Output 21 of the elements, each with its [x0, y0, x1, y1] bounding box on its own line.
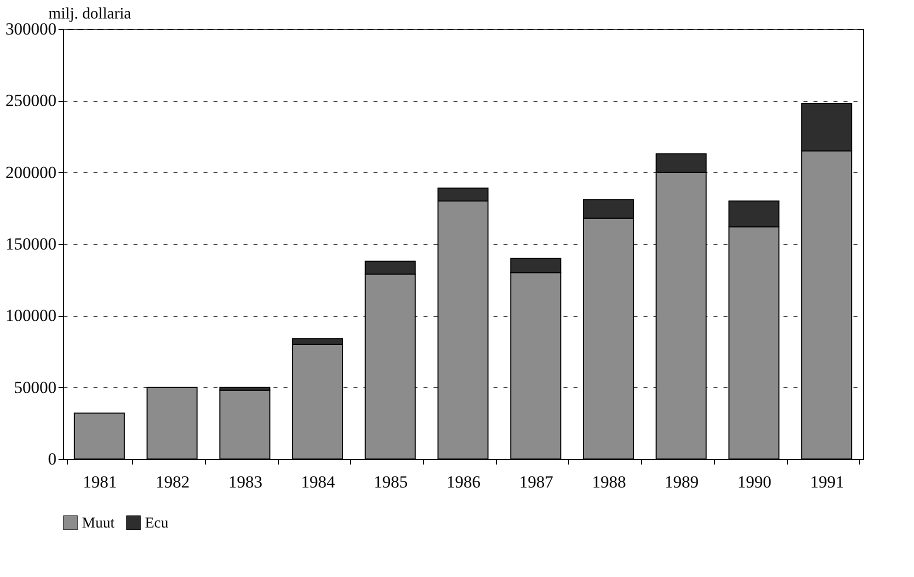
y-tick-label: 150000 [6, 234, 56, 254]
x-tick-label: 1991 [810, 472, 844, 492]
x-tick-label: 1983 [228, 472, 262, 492]
x-tick-label: 1981 [82, 472, 117, 492]
y-tick-label: 100000 [6, 306, 56, 326]
x-tick-label: 1989 [664, 472, 699, 492]
y-tick-label: 300000 [6, 20, 56, 38]
x-tick-label: 1988 [592, 472, 626, 492]
y-tick-label: 250000 [6, 91, 56, 110]
x-tick-label: 1990 [737, 472, 772, 492]
y-axis-title: milj. dollaria [48, 6, 132, 22]
y-tick-label: 50000 [14, 378, 56, 397]
legend-label: Muut [82, 516, 116, 532]
x-tick-label: 1984 [301, 472, 336, 492]
x-tick-label: 1986 [446, 472, 480, 492]
x-tick-label: 1987 [519, 472, 554, 492]
x-tick-label: 1982 [156, 472, 190, 492]
y-tick-label: 0 [48, 450, 56, 468]
x-tick-label: 1985 [374, 472, 408, 492]
legend-label: Ecu [145, 516, 169, 532]
y-tick-label: 200000 [6, 162, 56, 182]
